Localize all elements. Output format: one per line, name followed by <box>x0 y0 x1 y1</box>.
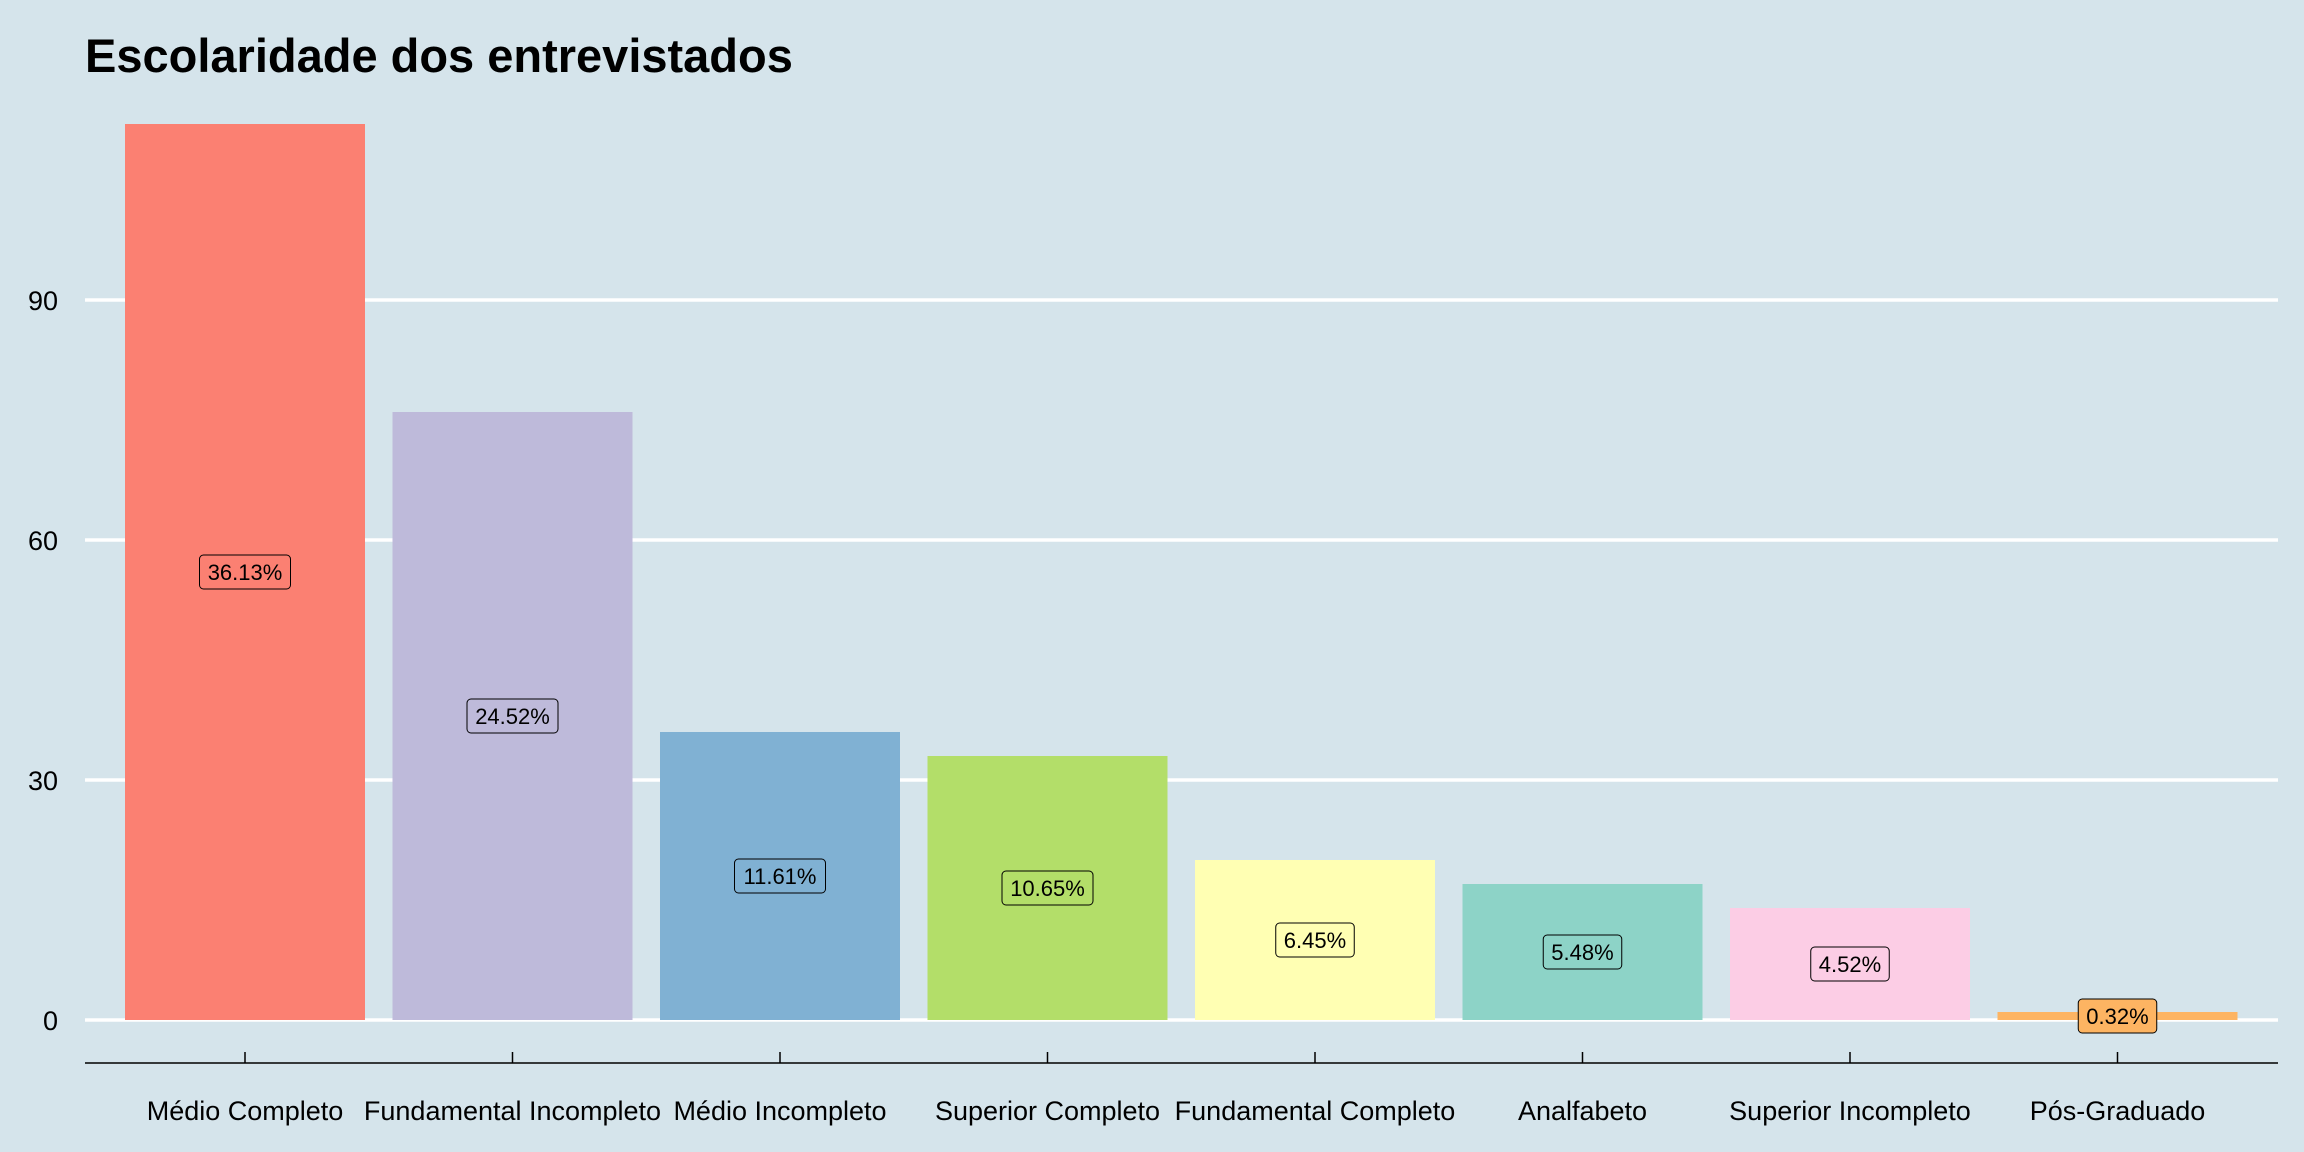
data-label-box <box>1001 870 1094 906</box>
x-tick-label: Superior Completo <box>935 1096 1160 1126</box>
data-label-box <box>466 698 559 734</box>
x-tick-label: Médio Incompleto <box>673 1096 886 1126</box>
data-label: 24.52% <box>475 704 550 729</box>
data-label: 11.61% <box>744 864 817 889</box>
data-label: 4.52% <box>1819 952 1881 977</box>
data-label-box <box>1275 922 1355 958</box>
data-label: 36.13% <box>208 560 283 585</box>
x-axis: Médio Completo Fundamental Incompleto Médi… <box>85 1052 2278 1126</box>
data-label: 6.45% <box>1284 928 1346 953</box>
chart-title: Escolaridade dos entrevistados <box>85 29 793 82</box>
data-label: 10.65% <box>1010 876 1085 901</box>
data-label-box <box>199 554 291 590</box>
data-label: 5.48% <box>1551 940 1613 965</box>
data-label-box <box>1542 934 1623 970</box>
data-label: 0.32% <box>2086 1004 2148 1029</box>
y-tick-label: 90 <box>28 286 58 316</box>
x-tick-label: Pós-Graduado <box>2030 1096 2206 1126</box>
y-axis: 0 30 60 90 <box>28 286 58 1036</box>
x-tick-label: Fundamental Incompleto <box>364 1096 661 1126</box>
x-tick-label: Fundamental Completo <box>1175 1096 1456 1126</box>
x-tick-label: Médio Completo <box>147 1096 344 1126</box>
y-tick-label: 30 <box>28 766 58 796</box>
bars <box>125 124 2238 1020</box>
data-label-box <box>1810 946 1890 982</box>
y-tick-label: 0 <box>43 1006 58 1036</box>
data-label-box <box>734 858 826 894</box>
y-tick-label: 60 <box>28 526 58 556</box>
x-tick-label: Analfabeto <box>1518 1096 1647 1126</box>
data-label-box <box>2077 998 2158 1034</box>
data-labels: 36.13% 24.52% 11.61% 10.65% 6.45% 5.48% 4.52% 0… <box>199 554 2158 1034</box>
x-tick-label: Superior Incompleto <box>1729 1096 1971 1126</box>
